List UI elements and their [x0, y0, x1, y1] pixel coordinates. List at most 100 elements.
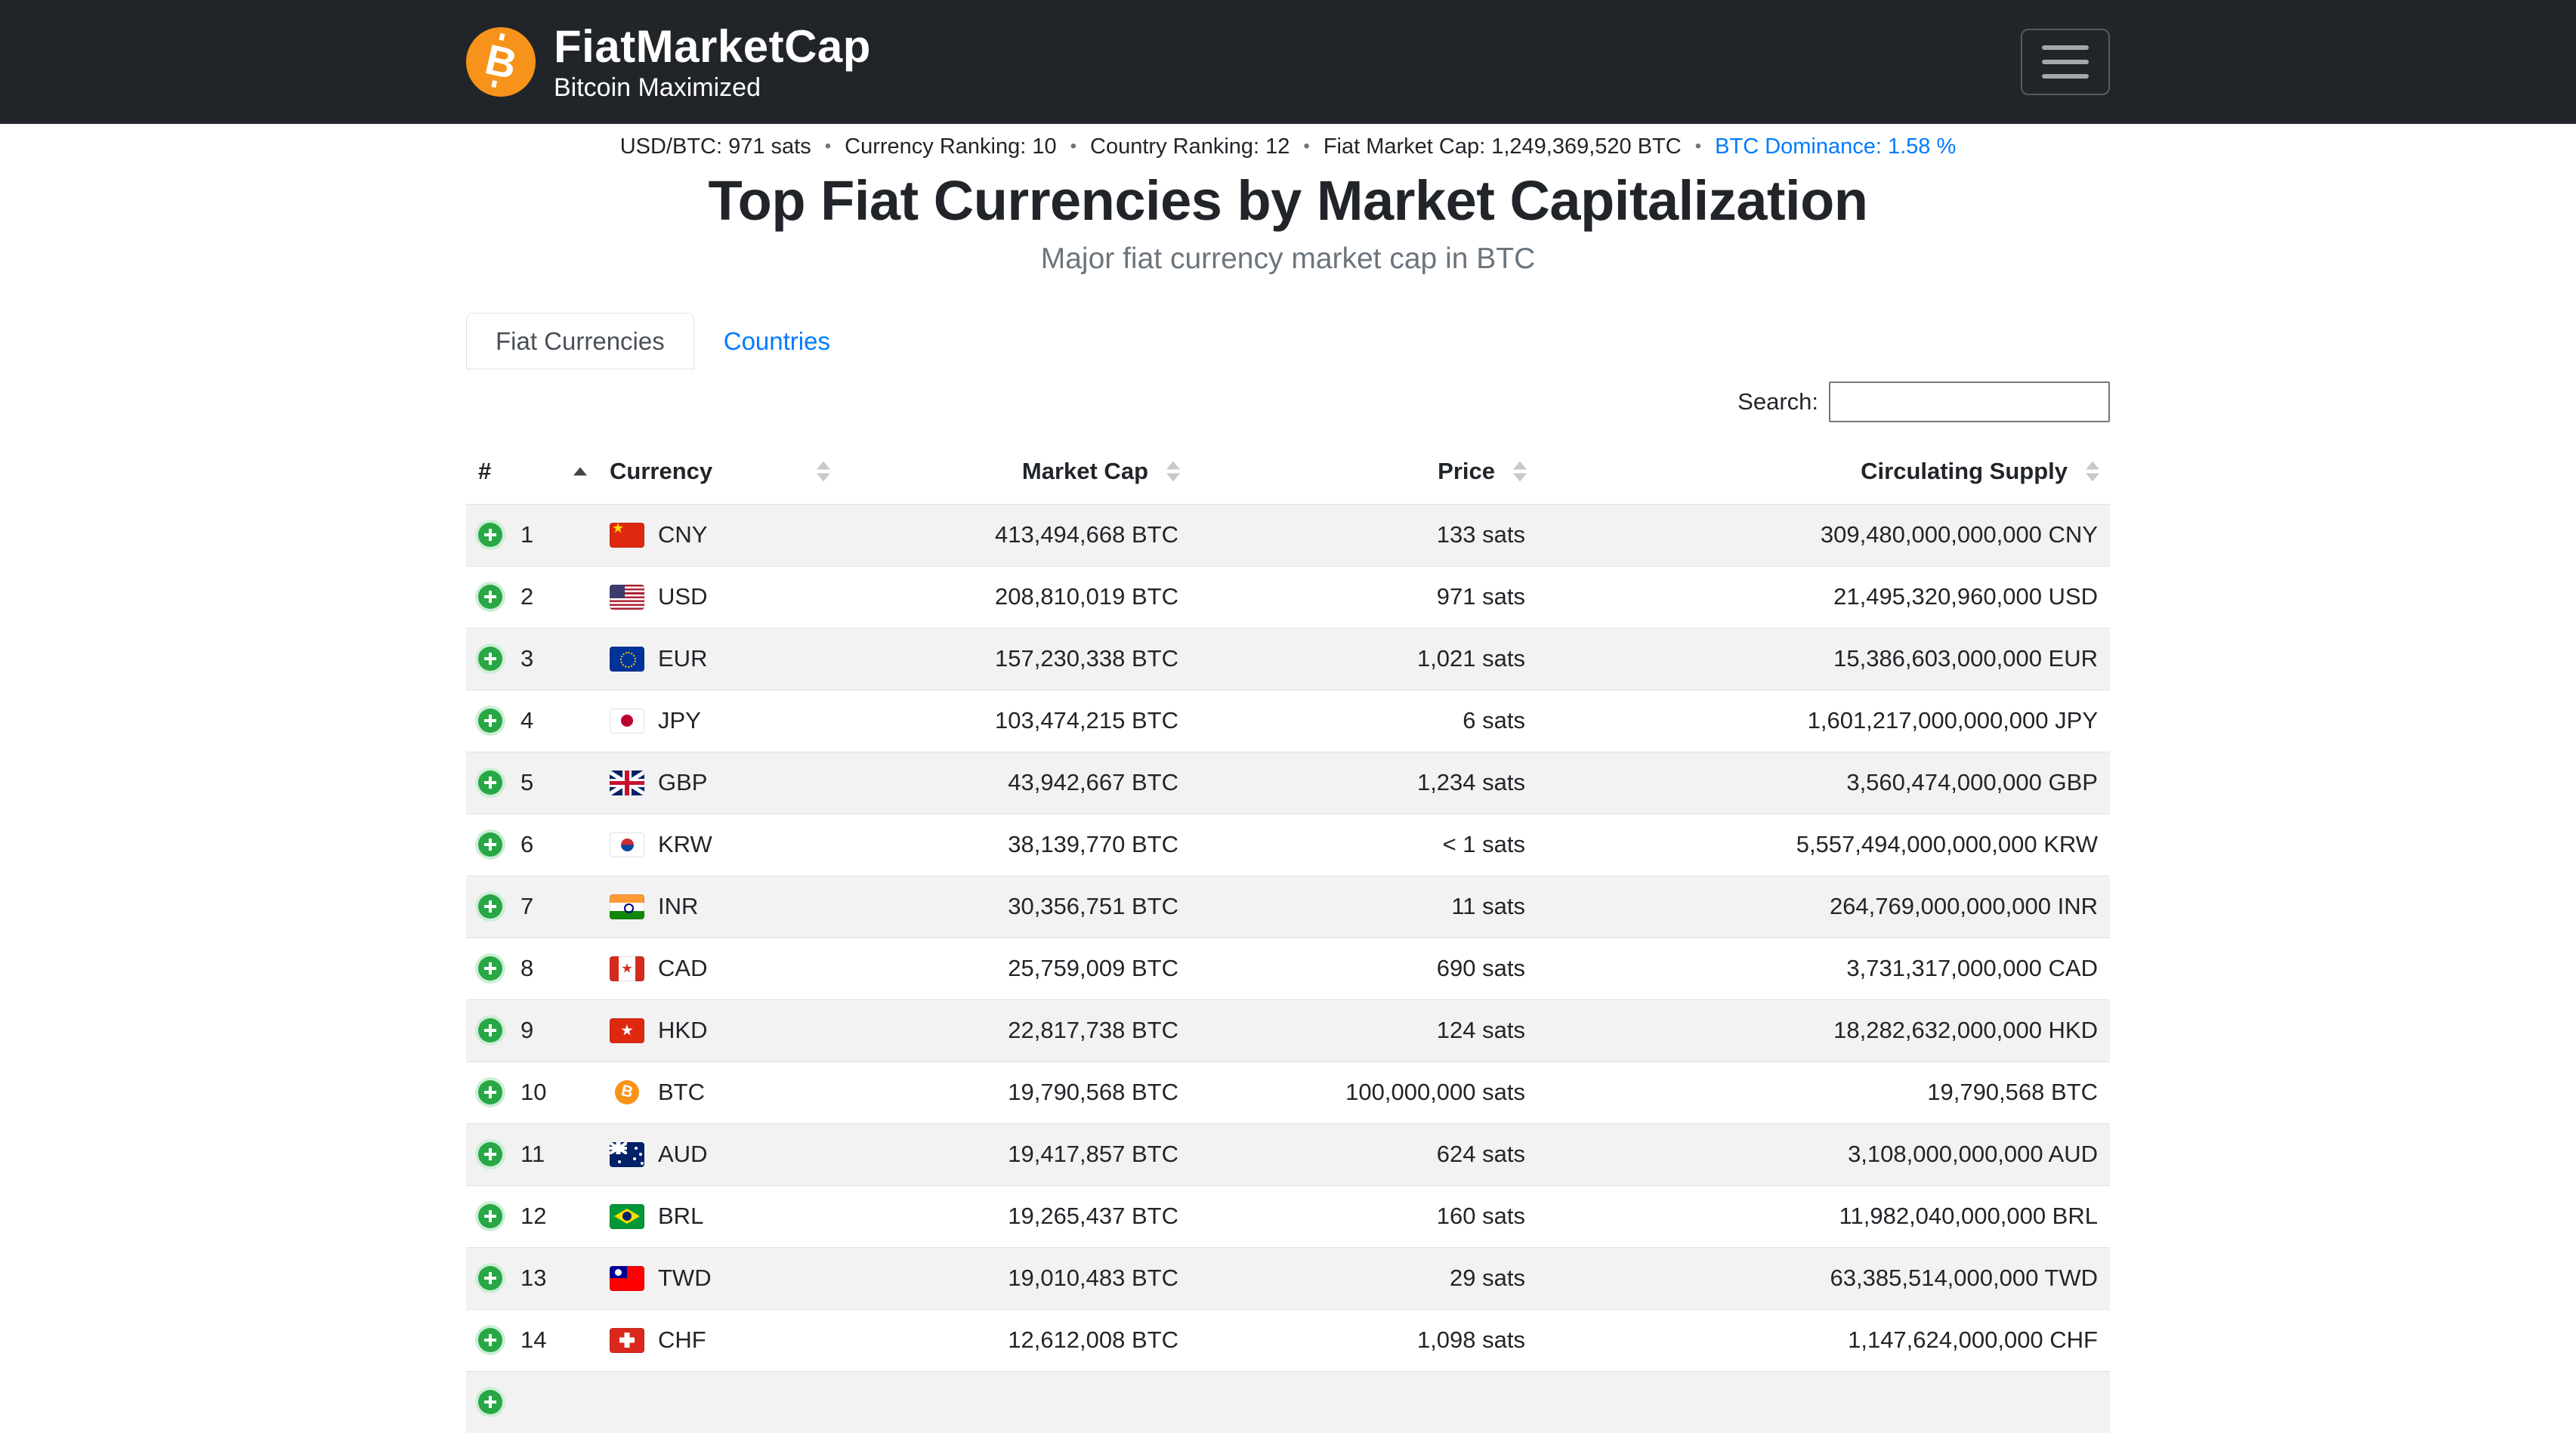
supply-value: 3,731,317,000,000 CAD	[1537, 937, 2110, 999]
bitcoin-logo-icon: B	[466, 26, 536, 97]
page-title: Top Fiat Currencies by Market Capitaliza…	[708, 169, 1868, 232]
currency-cell: JPY	[598, 689, 841, 752]
expand-row-button[interactable]	[478, 1328, 502, 1352]
brand-tagline: Bitcoin Maximized	[554, 73, 761, 102]
supply-value: 3,560,474,000,000 GBP	[1537, 751, 2110, 814]
rank-value: 1	[520, 521, 534, 548]
flag-icon	[610, 646, 644, 672]
stats-separator: •	[1070, 136, 1077, 156]
hamburger-icon	[2042, 59, 2089, 64]
rank-cell: 12	[466, 1184, 598, 1247]
currency-code: GBP	[658, 769, 708, 795]
rank-value: 8	[520, 955, 534, 981]
flag-icon	[610, 1265, 644, 1291]
supply-value: 63,385,514,000,000 TWD	[1537, 1246, 2110, 1309]
table-row: 11 AUD 19,417,857 BTC 624 sats 3,108,000…	[466, 1123, 2110, 1185]
rank-cell: 11	[466, 1123, 598, 1185]
menu-toggler-button[interactable]	[2021, 28, 2110, 95]
price-value: 124 sats	[1191, 999, 1537, 1061]
expand-row-button[interactable]	[478, 523, 502, 547]
sort-icon	[2086, 461, 2099, 482]
flag-icon	[610, 708, 644, 733]
stats-bar: USD/BTC: 971 sats • Currency Ranking: 10 • C…	[0, 133, 2576, 160]
rank-value: 9	[520, 1017, 534, 1043]
rank-value: 14	[520, 1326, 547, 1353]
rank-cell: 9	[466, 999, 598, 1061]
rank-value: 10	[520, 1079, 547, 1105]
expand-row-button[interactable]	[478, 956, 502, 981]
search-label: Search:	[1737, 388, 1818, 415]
price-value: 624 sats	[1191, 1123, 1537, 1185]
table-row: 14 CHF 12,612,008 BTC 1,098 sats 1,147,6…	[466, 1308, 2110, 1371]
supply-value: 309,480,000,000,000 CNY	[1537, 503, 2110, 566]
supply-value: 1,147,624,000,000 CHF	[1537, 1308, 2110, 1371]
expand-row-button[interactable]	[478, 832, 502, 857]
search-row: Search:	[466, 381, 2110, 422]
rank-value: 4	[520, 707, 534, 733]
flag-icon	[610, 832, 644, 857]
column-header[interactable]: Circulating Supply	[1537, 439, 2110, 505]
market-cap-value: 103,474,215 BTC	[841, 689, 1191, 752]
market-cap-value: 19,265,437 BTC	[841, 1184, 1191, 1247]
rank-value: 11	[520, 1141, 545, 1167]
currency-code: CAD	[658, 955, 708, 981]
currency-cell: BTC	[598, 1061, 841, 1123]
rank-cell: 8	[466, 937, 598, 999]
column-header[interactable]: Currency	[598, 439, 841, 505]
column-header[interactable]: #	[466, 439, 598, 505]
column-header[interactable]: Price	[1191, 439, 1537, 505]
rank-value: 5	[520, 769, 534, 795]
currency-code: BTC	[658, 1079, 705, 1105]
rank-value: 13	[520, 1265, 547, 1291]
currency-cell: AUD	[598, 1123, 841, 1185]
tab-fiat-currencies[interactable]: Fiat Currencies	[466, 313, 694, 369]
market-cap-value: 12,612,008 BTC	[841, 1308, 1191, 1371]
column-header-label: Price	[1438, 457, 1495, 484]
rank-cell: 7	[466, 875, 598, 937]
expand-row-button[interactable]	[478, 1080, 502, 1104]
price-value: 11 sats	[1191, 875, 1537, 937]
expand-row-button[interactable]	[478, 1390, 502, 1415]
market-cap-value: 413,494,668 BTC	[841, 503, 1191, 566]
market-cap-value: 19,010,483 BTC	[841, 1246, 1191, 1309]
expand-row-button[interactable]	[478, 1018, 502, 1042]
rank-cell: 3	[466, 627, 598, 690]
column-header[interactable]: Market Cap	[841, 439, 1191, 505]
tab-countries[interactable]: Countries	[694, 313, 860, 369]
sort-icon	[573, 467, 587, 476]
column-header-label: Circulating Supply	[1861, 457, 2068, 484]
flag-icon	[610, 956, 644, 981]
expand-row-button[interactable]	[478, 1204, 502, 1228]
rank-value: 3	[520, 645, 534, 672]
market-cap-value: 208,810,019 BTC	[841, 565, 1191, 628]
expand-row-button[interactable]	[478, 1266, 502, 1290]
currency-cell: USD	[598, 565, 841, 628]
rank-value: 12	[520, 1203, 547, 1229]
stats-separator: •	[1303, 136, 1310, 156]
expand-row-button[interactable]	[478, 894, 502, 919]
flag-icon	[610, 1141, 644, 1167]
brand[interactable]: B FiatMarketCap Bitcoin Maximized	[466, 22, 871, 102]
market-cap-value: 38,139,770 BTC	[841, 813, 1191, 876]
stats-link[interactable]: BTC Dominance: 1.58 %	[1715, 134, 1957, 159]
stats-item: Currency Ranking: 10	[845, 134, 1057, 159]
stats-separator: •	[1694, 136, 1702, 156]
market-cap-value: 157,230,338 BTC	[841, 627, 1191, 690]
market-cap-value: 25,759,009 BTC	[841, 937, 1191, 999]
flag-icon	[610, 894, 644, 919]
search-input[interactable]	[1829, 381, 2110, 422]
supply-value: 5,557,494,000,000,000 KRW	[1537, 813, 2110, 876]
currency-code: BRL	[658, 1203, 704, 1229]
expand-row-button[interactable]	[478, 1142, 502, 1166]
currency-cell: BRL	[598, 1184, 841, 1247]
market-cap-value: 22,817,738 BTC	[841, 999, 1191, 1061]
market-cap-value	[841, 1370, 1191, 1433]
table-row: 6 KRW 38,139,770 BTC < 1 sats 5,557,494,…	[466, 813, 2110, 876]
table-row: 12 BRL 19,265,437 BTC 160 sats 11,982,04…	[466, 1184, 2110, 1247]
expand-row-button[interactable]	[478, 647, 502, 671]
market-cap-value: 43,942,667 BTC	[841, 751, 1191, 814]
expand-row-button[interactable]	[478, 585, 502, 609]
currency-code: CNY	[658, 521, 708, 548]
expand-row-button[interactable]	[478, 709, 502, 733]
expand-row-button[interactable]	[478, 771, 502, 795]
